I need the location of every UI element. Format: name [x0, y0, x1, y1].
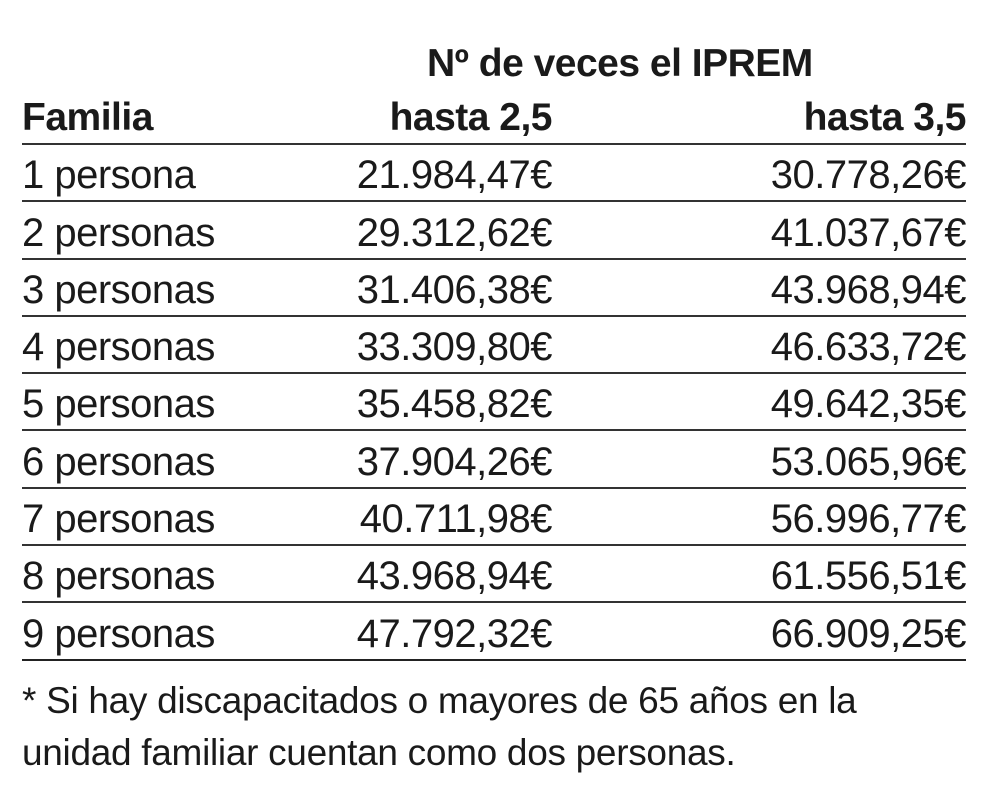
family-size-cell: 1 persona: [22, 144, 322, 203]
family-size-cell: 9 personas: [22, 602, 322, 661]
family-size-cell: 2 personas: [22, 201, 322, 260]
amount-3-5-cell: 56.996,77€: [552, 487, 967, 547]
income-table-figure: Nº de veces el IPREM Familia hasta 2,5 h…: [22, 0, 967, 779]
table-row: 2 personas 29.312,62€ 41.037,67€: [22, 201, 967, 260]
amount-3-5-cell: 49.642,35€: [552, 373, 967, 432]
footnote: * Si hay discapacitados o mayores de 65 …: [22, 679, 857, 773]
table-row: 6 personas 37.904,26€ 53.065,96€: [22, 430, 967, 489]
amount-3-5-cell: 46.633,72€: [552, 315, 967, 375]
amount-3-5-cell: 66.909,25€: [552, 602, 967, 661]
family-size-cell: 5 personas: [22, 373, 322, 432]
amount-2-5-cell: 31.406,38€: [322, 258, 553, 317]
amount-2-5-cell: 21.984,47€: [322, 144, 553, 203]
column-header-hasta-2-5: hasta 2,5: [322, 96, 553, 145]
amount-2-5-cell: 37.904,26€: [322, 430, 553, 489]
amount-3-5-cell: 43.968,94€: [552, 258, 967, 317]
amount-2-5-cell: 35.458,82€: [322, 373, 553, 432]
amount-2-5-cell: 33.309,80€: [322, 315, 553, 375]
table-row: 5 personas 35.458,82€ 49.642,35€: [22, 373, 967, 432]
amount-3-5-cell: 41.037,67€: [552, 201, 967, 260]
table-row: 9 personas 47.792,32€ 66.909,25€: [22, 602, 967, 661]
family-size-cell: 7 personas: [22, 487, 322, 547]
super-header-area: Nº de veces el IPREM: [22, 0, 966, 96]
family-size-cell: 3 personas: [22, 258, 322, 317]
iprem-multiplier-header: Nº de veces el IPREM: [427, 42, 813, 85]
table-row: 1 persona 21.984,47€ 30.778,26€: [22, 144, 967, 203]
table-row: 3 personas 31.406,38€ 43.968,94€: [22, 258, 967, 317]
family-size-cell: 8 personas: [22, 545, 322, 604]
amount-3-5-cell: 61.556,51€: [552, 545, 967, 604]
amount-2-5-cell: 40.711,98€: [322, 487, 553, 547]
amount-2-5-cell: 29.312,62€: [322, 201, 553, 260]
family-size-cell: 6 personas: [22, 430, 322, 489]
column-header-hasta-3-5: hasta 3,5: [552, 96, 967, 145]
amount-2-5-cell: 43.968,94€: [322, 545, 553, 604]
column-header-familia: Familia: [22, 96, 322, 145]
amount-3-5-cell: 53.065,96€: [552, 430, 967, 489]
family-size-cell: 4 personas: [22, 315, 322, 375]
amount-2-5-cell: 47.792,32€: [322, 602, 553, 661]
table-row: 7 personas 40.711,98€ 56.996,77€: [22, 487, 967, 547]
table-row: 8 personas 43.968,94€ 61.556,51€: [22, 545, 967, 604]
table-row: 4 personas 33.309,80€ 46.633,72€: [22, 315, 967, 375]
income-thresholds-table: Familia hasta 2,5 hasta 3,5 1 persona 21…: [22, 96, 967, 661]
amount-3-5-cell: 30.778,26€: [552, 144, 967, 203]
header-row: Familia hasta 2,5 hasta 3,5: [22, 96, 967, 145]
